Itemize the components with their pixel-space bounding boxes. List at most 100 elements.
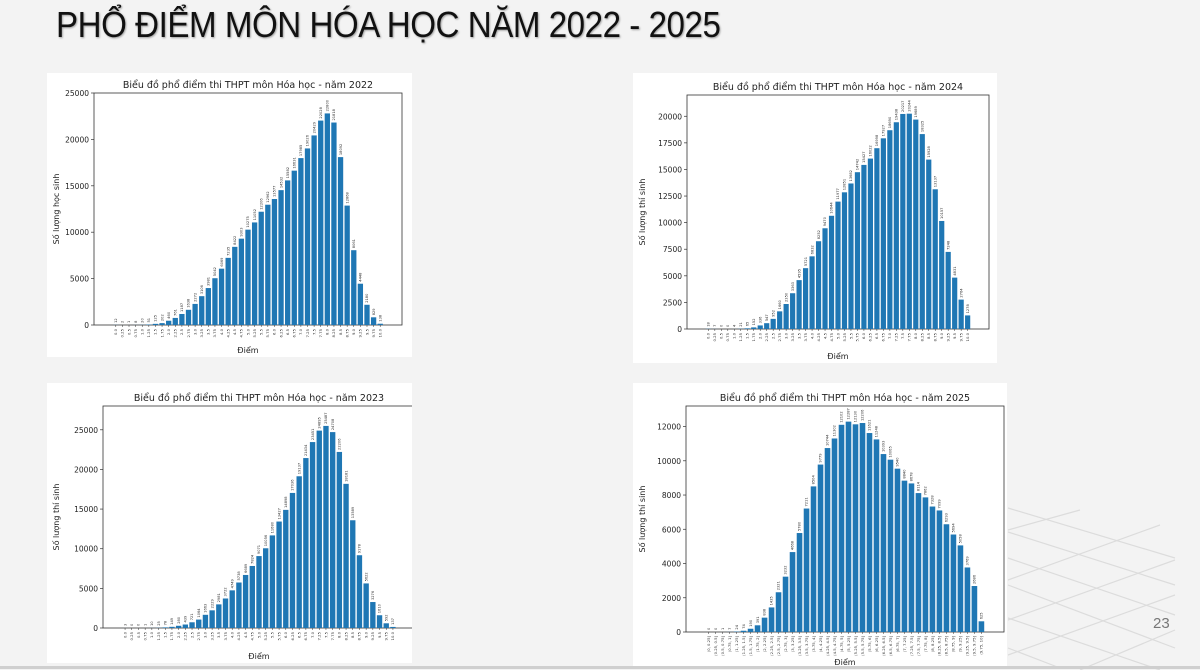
x-tick-label: 7.5 xyxy=(900,332,905,339)
x-tick-label: 9.5 xyxy=(364,328,369,335)
x-tick-label: 2.25 xyxy=(183,631,188,640)
bar xyxy=(887,130,892,329)
x-tick-label: 4.25 xyxy=(236,631,241,640)
bar-value-label: 761 xyxy=(173,309,177,316)
x-tick-label: 7.0 xyxy=(887,332,892,339)
bar-value-label: 8422 xyxy=(233,236,237,245)
x-tick-label: 2.25 xyxy=(173,328,178,337)
bar-value-label: 24 xyxy=(735,624,739,629)
x-tick-label: 6.75 xyxy=(303,631,308,640)
bar-value-label: 13682 xyxy=(849,170,853,181)
bar xyxy=(166,321,171,325)
bar-value-label: 152 xyxy=(752,319,756,326)
bar xyxy=(173,318,178,325)
x-tick-label: 8.75 xyxy=(357,631,362,640)
x-tick-label: (6.5, 6.75] xyxy=(888,635,893,655)
y-tick-label: 17500 xyxy=(658,139,682,148)
x-tick-label: (2.5, 2.75] xyxy=(776,635,781,655)
bar xyxy=(252,222,257,325)
bar-value-label: 2321 xyxy=(777,581,781,590)
bar-value-label: 7099 xyxy=(938,499,942,509)
bar xyxy=(290,493,295,628)
x-tick-label: 4.75 xyxy=(829,332,834,341)
bar-value-label: 5738 xyxy=(237,571,241,581)
x-tick-label: 7.25 xyxy=(317,631,322,640)
bar-value-label: 12287 xyxy=(847,408,851,419)
bar xyxy=(816,241,821,329)
x-tick-label: 2.75 xyxy=(196,631,201,640)
x-tick-label: 1.75 xyxy=(169,631,174,640)
bar xyxy=(337,452,342,628)
y-tick-label: 6000 xyxy=(662,525,681,534)
bar-value-label: 5694 xyxy=(952,523,956,533)
bar xyxy=(855,172,860,329)
y-tick-label: 8000 xyxy=(662,491,681,500)
bar-value-label: 0 xyxy=(707,627,711,630)
x-tick-label: 9.0 xyxy=(363,631,368,638)
x-tick-label: (9, 9.25] xyxy=(958,635,963,652)
bar xyxy=(343,484,348,628)
x-tick-label: 9.5 xyxy=(952,332,957,339)
x-tick-label: (0.25, 0.5] xyxy=(713,635,718,655)
bar-value-label: 10157 xyxy=(940,208,944,219)
bar xyxy=(153,324,158,325)
x-tick-label: 1.25 xyxy=(146,328,151,337)
bar xyxy=(965,567,971,632)
x-tick-label: 1.0 xyxy=(732,332,737,339)
bar-value-label: 25 xyxy=(157,621,161,626)
bar xyxy=(192,304,197,325)
x-tick-label: 8.5 xyxy=(926,332,931,339)
x-tick-label: 9.75 xyxy=(958,332,963,341)
bar-value-label: 721 xyxy=(190,613,194,620)
chart-2023-plot: Biểu đồ phổ điểm thi THPT môn Hóa học - … xyxy=(47,383,412,663)
x-tick-label: 0.0 xyxy=(706,332,711,339)
x-tick-label: (7.25, 7.5] xyxy=(909,635,914,655)
bar-value-label: 8504 xyxy=(812,475,816,485)
bar xyxy=(377,615,382,628)
bar-value-label: 3 xyxy=(123,624,127,626)
chart-2025-plot: Biểu đồ phổ điểm thi THPT môn Hóa học - … xyxy=(633,383,1007,669)
bar xyxy=(325,113,330,325)
x-tick-label: 7.25 xyxy=(894,332,899,341)
x-tick-label: 8.25 xyxy=(343,631,348,640)
x-tick-label: 5.25 xyxy=(263,631,268,640)
chart-title: Biểu đồ phổ điểm thi THPT môn Hóa học - … xyxy=(123,80,373,91)
x-tick-label: 10.0 xyxy=(965,332,970,341)
bar-value-label: 25487 xyxy=(324,412,328,423)
x-tick-label: 0.0 xyxy=(122,631,127,638)
x-tick-label: 6.5 xyxy=(296,631,301,638)
bar xyxy=(803,268,808,329)
bar xyxy=(298,158,303,325)
bar-value-label: 18092 xyxy=(339,144,343,155)
bar xyxy=(232,247,237,325)
bar-value-label: 1 xyxy=(127,321,131,323)
bar-value-label: 4448 xyxy=(359,272,363,282)
bar-value-label: 2272 xyxy=(193,293,197,302)
bar-value-label: 336 xyxy=(758,316,762,324)
bar-value-label: 20217 xyxy=(901,101,905,112)
x-tick-label: (2.25, 2.5] xyxy=(769,635,774,655)
bar xyxy=(330,432,335,628)
x-tick-label: 3.25 xyxy=(209,631,214,640)
bar-value-label: 22800 xyxy=(326,99,330,111)
bar-value-label: 20429 xyxy=(312,121,316,133)
bar xyxy=(236,583,241,628)
x-tick-label: (5.25, 5.5] xyxy=(853,635,858,655)
y-tick-label: 5000 xyxy=(79,584,98,593)
y-tick-label: 4000 xyxy=(662,560,681,569)
x-tick-label: (5.5, 5.75] xyxy=(860,635,865,655)
x-tick-label: 7.75 xyxy=(318,328,323,337)
bar-value-label: 547 xyxy=(765,314,769,321)
bar xyxy=(913,120,918,329)
y-axis-label: Số lượng thí sinh xyxy=(637,486,647,553)
x-tick-label: (3.5, 3.75] xyxy=(804,635,809,655)
y-tick-label: 10000 xyxy=(65,228,89,237)
x-tick-label: (5.75, 6] xyxy=(867,635,872,652)
x-tick-label: 0.75 xyxy=(142,631,147,640)
y-tick-label: 0 xyxy=(84,321,89,330)
bar xyxy=(199,296,204,325)
bar xyxy=(888,460,894,632)
bar-value-label: 9178 xyxy=(358,543,362,553)
x-tick-label: 0.5 xyxy=(126,328,131,335)
bar-value-label: 23451 xyxy=(311,429,315,440)
